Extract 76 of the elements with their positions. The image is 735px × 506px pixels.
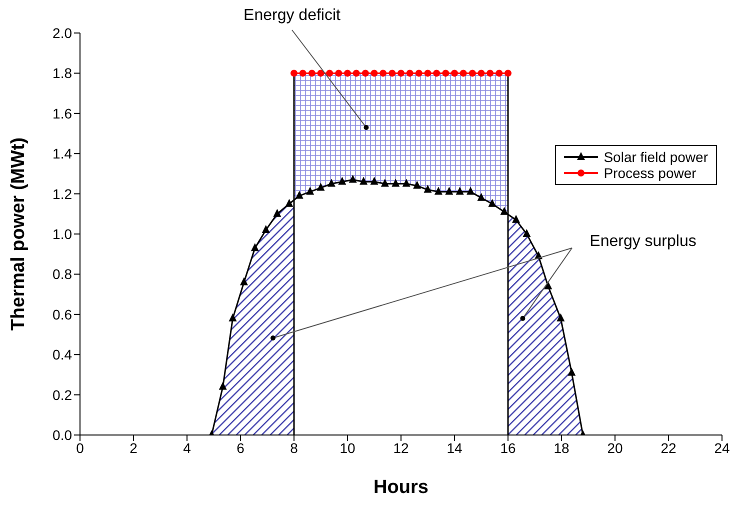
point bbox=[466, 186, 475, 195]
annotation: Energy surplus bbox=[590, 233, 696, 250]
point bbox=[460, 70, 467, 77]
point bbox=[402, 178, 410, 187]
x-axis-title: Hours bbox=[374, 477, 428, 498]
x-tick-label: 0 bbox=[76, 440, 84, 456]
point bbox=[338, 176, 346, 185]
y-tick-label: 1.0 bbox=[52, 226, 72, 242]
point bbox=[285, 198, 294, 207]
point bbox=[406, 70, 414, 77]
point bbox=[413, 180, 422, 189]
x-tick-label: 8 bbox=[290, 440, 298, 456]
legend-label: Solar field power bbox=[604, 149, 708, 165]
x-tick-label: 4 bbox=[183, 440, 192, 456]
point bbox=[370, 70, 378, 77]
legend-label: Process power bbox=[604, 165, 696, 181]
x-tick-label: 10 bbox=[340, 440, 356, 456]
point bbox=[445, 186, 454, 195]
point bbox=[228, 313, 237, 322]
point bbox=[424, 184, 432, 193]
annotation: Energy deficit bbox=[244, 7, 342, 24]
point bbox=[316, 182, 325, 191]
point bbox=[568, 368, 576, 376]
point bbox=[477, 192, 486, 201]
x-tick-label: 2 bbox=[130, 440, 138, 456]
y-tick-label: 0.6 bbox=[52, 306, 72, 322]
point bbox=[442, 70, 450, 77]
x-tick-label: 24 bbox=[714, 440, 730, 456]
point bbox=[488, 198, 496, 207]
y-tick-label: 1.8 bbox=[52, 65, 72, 82]
y-tick-label: 1.6 bbox=[52, 105, 72, 122]
x-tick-label: 6 bbox=[236, 440, 245, 456]
point bbox=[478, 70, 485, 77]
point bbox=[433, 70, 440, 77]
x-tick-label: 22 bbox=[660, 440, 676, 456]
point bbox=[451, 70, 458, 77]
point bbox=[398, 70, 404, 77]
y-tick-label: 1.4 bbox=[52, 146, 72, 162]
point bbox=[250, 243, 259, 252]
point bbox=[424, 70, 432, 77]
y-axis-title: Thermal power (MWt) bbox=[8, 137, 29, 331]
x-tick-label: 12 bbox=[393, 440, 409, 456]
point bbox=[380, 70, 387, 77]
point bbox=[370, 176, 378, 185]
point bbox=[348, 174, 357, 183]
y-tick-label: 2.0 bbox=[52, 24, 72, 41]
x-tick-label: 14 bbox=[446, 440, 462, 456]
point bbox=[456, 186, 464, 195]
y-tick-label: 0.0 bbox=[52, 426, 72, 443]
point bbox=[415, 70, 422, 77]
point bbox=[218, 382, 227, 390]
point bbox=[327, 178, 336, 187]
point bbox=[295, 190, 304, 199]
point bbox=[468, 70, 476, 77]
point bbox=[500, 206, 508, 215]
point bbox=[306, 186, 314, 195]
y-tick-label: 0.8 bbox=[52, 266, 72, 282]
point bbox=[240, 277, 248, 286]
y-tick-label: 1.2 bbox=[52, 186, 72, 202]
point bbox=[392, 178, 400, 187]
point bbox=[504, 70, 512, 77]
point bbox=[273, 208, 282, 217]
point bbox=[434, 186, 442, 195]
point bbox=[360, 176, 368, 185]
point bbox=[388, 70, 396, 77]
y-tick-label: 0.2 bbox=[52, 386, 72, 403]
point bbox=[262, 224, 270, 233]
x-tick-label: 18 bbox=[554, 440, 570, 456]
point bbox=[496, 70, 503, 77]
x-tick-label: 20 bbox=[607, 440, 623, 456]
point bbox=[486, 70, 494, 77]
point bbox=[512, 214, 520, 223]
point bbox=[380, 178, 389, 187]
y-tick-label: 0.4 bbox=[52, 346, 72, 363]
point bbox=[522, 229, 531, 237]
x-tick-label: 16 bbox=[500, 440, 516, 456]
